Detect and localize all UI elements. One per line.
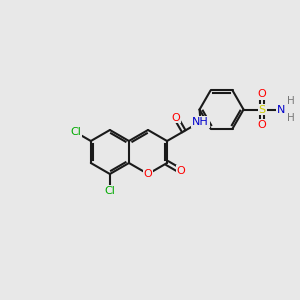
Text: N: N <box>277 104 285 115</box>
Text: O: O <box>258 120 267 130</box>
Text: O: O <box>258 89 267 99</box>
Text: Cl: Cl <box>70 128 81 137</box>
Text: H: H <box>287 113 295 123</box>
Text: O: O <box>172 112 180 123</box>
Text: H: H <box>287 96 295 106</box>
Text: S: S <box>259 104 266 115</box>
Text: O: O <box>144 169 152 179</box>
Text: O: O <box>176 166 185 176</box>
Text: Cl: Cl <box>104 186 115 196</box>
Text: NH: NH <box>192 117 209 127</box>
